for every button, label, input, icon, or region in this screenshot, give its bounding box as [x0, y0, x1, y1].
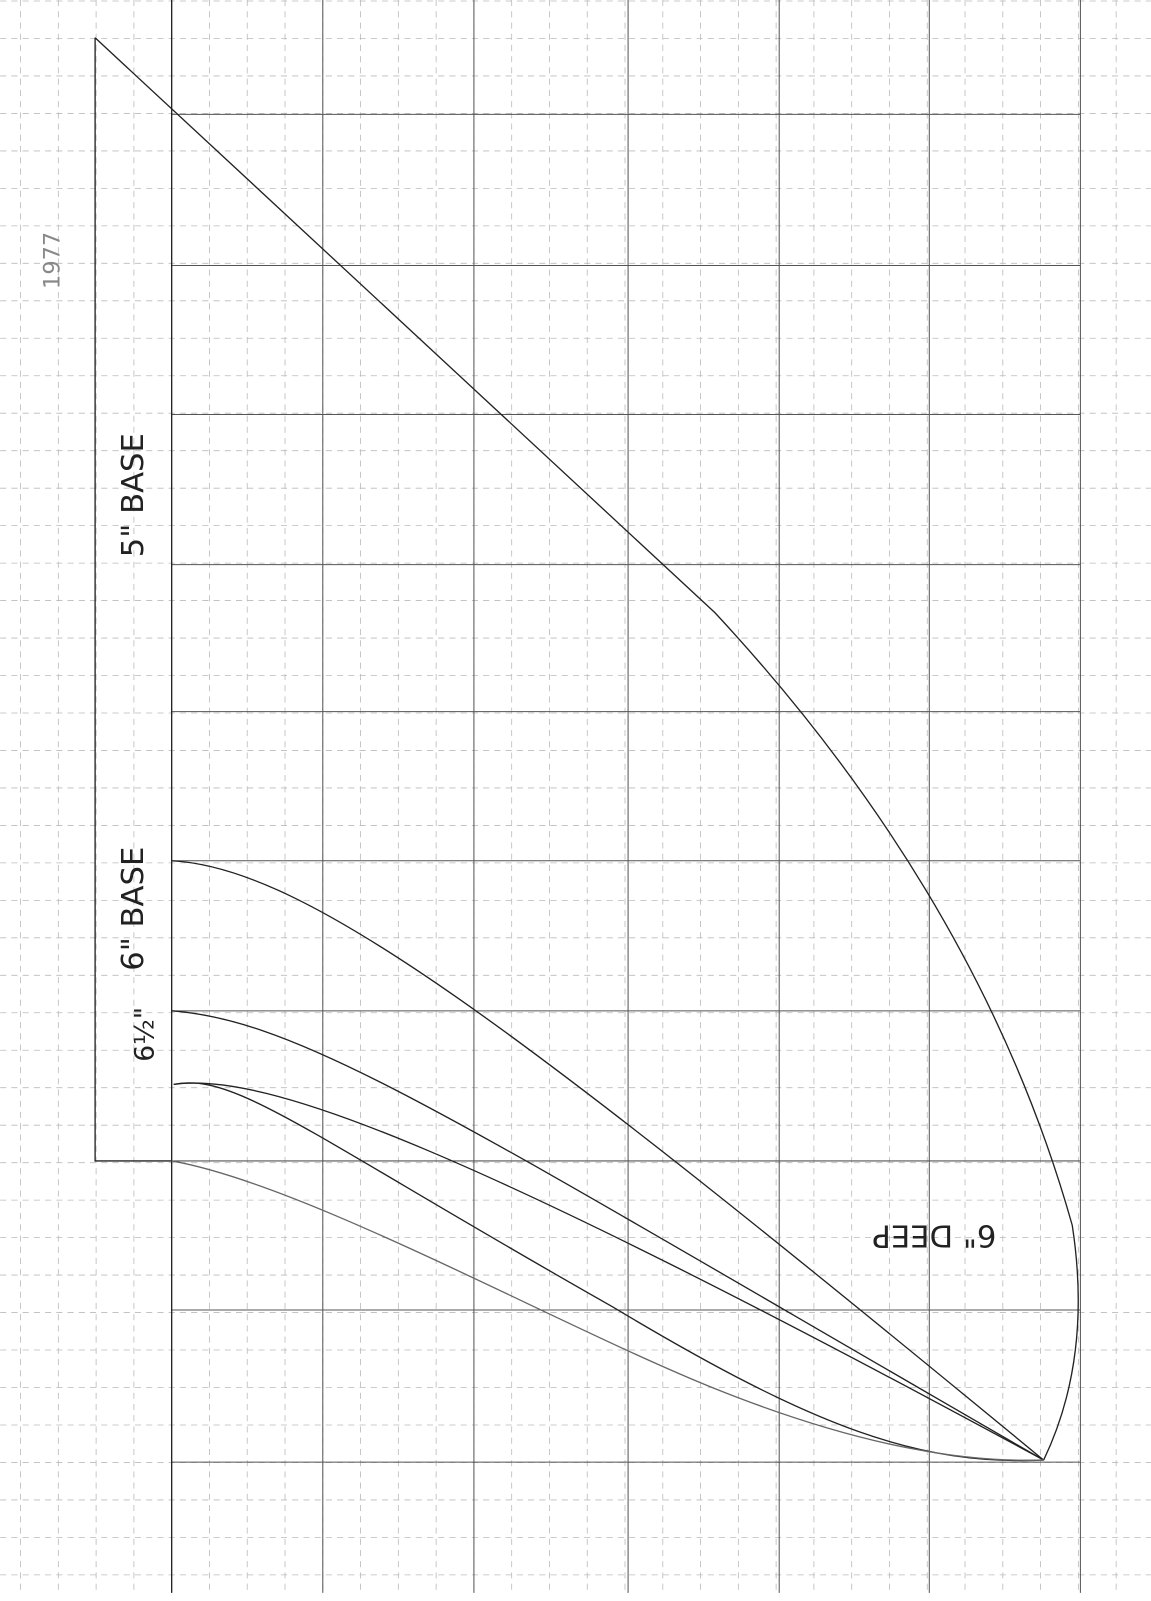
curve-deep — [171, 1160, 1044, 1461]
label-6-base: 6" BASE — [116, 847, 151, 971]
major-grid — [171, 0, 1081, 1593]
frame — [94, 37, 172, 1162]
label-6-half: 6½" — [129, 1007, 160, 1062]
curve-6-base — [171, 860, 1045, 1461]
label-5-base: 5" BASE — [116, 433, 151, 557]
label-deep: 6" DEEP — [872, 1217, 996, 1252]
curve-6-half-a — [171, 1010, 1044, 1461]
curve-6-half-b — [173, 1082, 1044, 1461]
curve-5-base — [94, 37, 1079, 1461]
year: 1977 — [39, 232, 65, 289]
